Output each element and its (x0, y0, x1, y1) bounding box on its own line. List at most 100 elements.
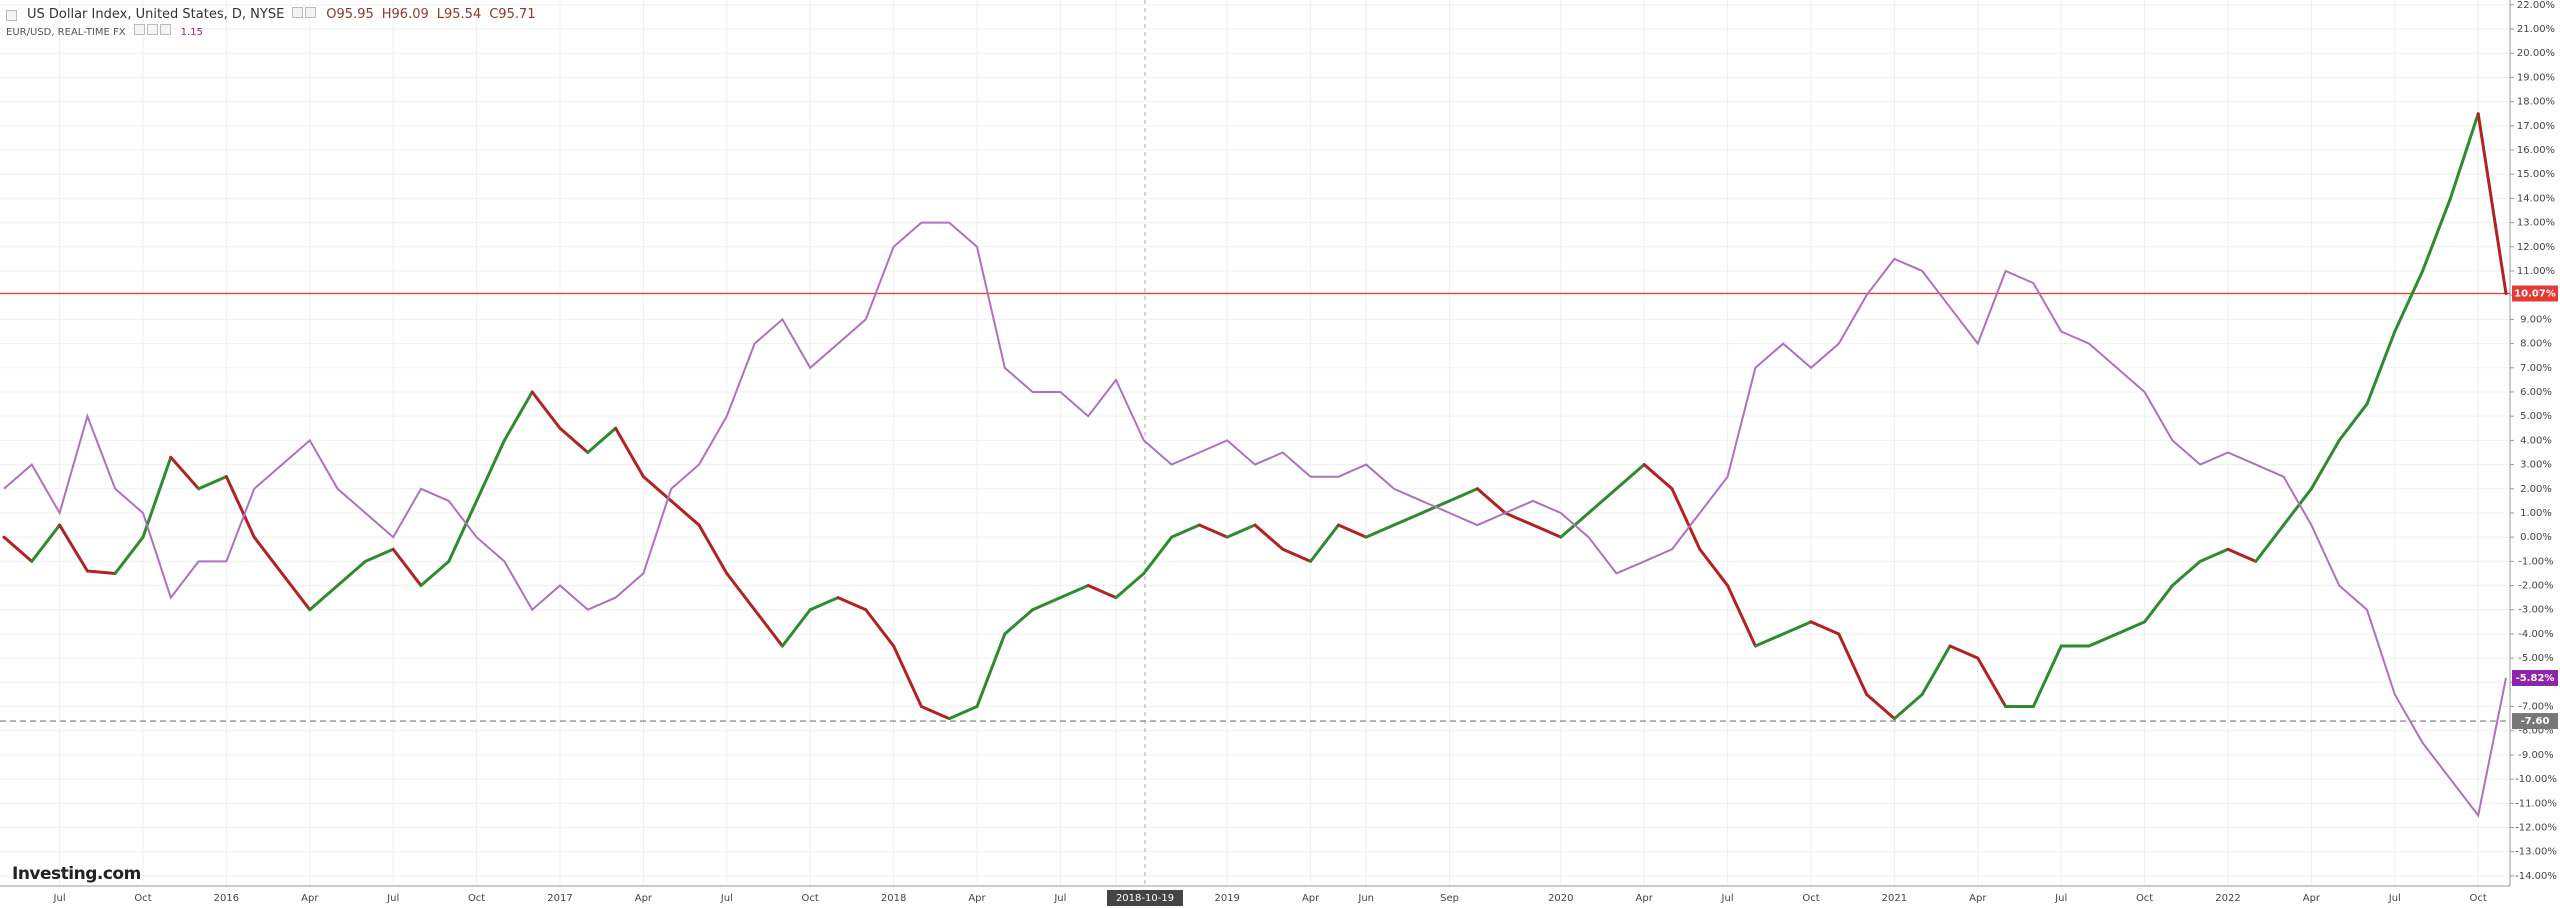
x-tick-label: Jul (2054, 893, 2067, 904)
candle-segment (1392, 511, 1424, 527)
candle-segment (30, 523, 62, 563)
x-tick-label: Apr (968, 893, 986, 904)
y-tick-label: -12.00% (2515, 823, 2557, 834)
x-tick-label: Apr (635, 893, 653, 904)
y-tick-label: 20.00% (2517, 48, 2555, 59)
y-tick-label: 15.00% (2517, 169, 2555, 180)
y-tick-label: 17.00% (2517, 121, 2555, 132)
candle-segment (1336, 523, 1368, 539)
x-tick-label: 2022 (2215, 893, 2240, 904)
x-tick-label: Oct (2470, 893, 2487, 904)
candle-segment (530, 390, 562, 430)
candle-segment (1698, 547, 1730, 588)
candle-segment (975, 632, 1007, 709)
candle-segment (2282, 487, 2313, 527)
candle-segment (1753, 632, 1785, 648)
ohlc-close: C95.71 (489, 7, 536, 22)
series-line (3, 221, 2507, 818)
y-tick-label: 11.00% (2517, 266, 2555, 277)
candle-segment (141, 455, 173, 539)
y-tick-label: 22.00% (2517, 0, 2555, 11)
candle-segment (113, 535, 145, 575)
x-tick-label: Jul (1053, 893, 1066, 904)
candle-segment (2226, 547, 2258, 563)
y-tick-label: -8.00% (2518, 726, 2553, 737)
candle-segment (252, 535, 284, 575)
candle-segment (864, 608, 896, 648)
price-tag-bg (2512, 285, 2558, 302)
candle-segment (475, 438, 506, 503)
price-tag-bg (2512, 669, 2558, 686)
x-tick-label: 2016 (214, 893, 239, 904)
x-tick-label: 2019 (1214, 893, 1239, 904)
x-tick-label: Jul (53, 893, 66, 904)
x-tick-label: Oct (802, 893, 819, 904)
candle-segment (697, 523, 729, 575)
ohlc-high: H96.09 (381, 7, 429, 22)
y-tick-label: -13.00% (2515, 847, 2557, 858)
y-tick-label: 14.00% (2517, 193, 2555, 204)
y-tick-label: 0.00% (2520, 532, 2552, 543)
candle-segment (2, 535, 34, 563)
x-tick-label: 2018 (881, 893, 906, 904)
legend-icons[interactable] (133, 24, 173, 42)
x-tick-label: Jul (1721, 893, 1734, 904)
candle-segment (1892, 692, 1924, 721)
ohlc-open: O95.95 (326, 7, 374, 22)
candle-segment (2087, 632, 2119, 648)
candle-segment (1642, 463, 1674, 491)
candle-segment (1726, 584, 1757, 648)
x-tick-label: Oct (1802, 893, 1819, 904)
candle-segment (58, 523, 89, 573)
y-tick-label: 13.00% (2517, 218, 2555, 229)
y-tick-label: 16.00% (2517, 145, 2555, 156)
x-tick-label: Oct (134, 893, 151, 904)
ohlc-low: L95.54 (436, 7, 482, 22)
candle-segment (502, 390, 534, 442)
x-tick-label: Jul (386, 893, 399, 904)
x-tick-label: Apr (2303, 893, 2321, 904)
y-tick-label: 12.00% (2517, 242, 2555, 253)
candle-segment (2365, 329, 2397, 406)
candle-segment (1003, 608, 1035, 636)
y-tick-label: -11.00% (2515, 798, 2557, 809)
candle-segment (919, 705, 951, 721)
candle-segment (1976, 656, 2008, 709)
candle-segment (336, 559, 367, 588)
y-tick-label: -5.00% (2518, 653, 2553, 664)
x-tick-label: Oct (468, 893, 485, 904)
candle-segment (2198, 547, 2230, 563)
legend-entry: US Dollar Index, United States, D, NYSE (27, 7, 285, 22)
candle-segment (753, 608, 784, 648)
y-tick-label: 4.00% (2520, 435, 2552, 446)
candle-segment (614, 426, 645, 479)
candle-segment (586, 426, 618, 454)
y-tick-label: 21.00% (2517, 24, 2555, 35)
price-tag-bg (2512, 713, 2558, 730)
candle-segment (391, 547, 423, 588)
x-tick-label: Oct (2136, 893, 2153, 904)
x-tick-label: Jul (2388, 893, 2401, 904)
candle-segment (558, 426, 590, 454)
legend-icons[interactable] (292, 6, 318, 24)
candle-segment (1364, 523, 1396, 539)
price-tag: 10.07% (2514, 288, 2556, 299)
candle-segment (85, 569, 117, 575)
compare-price: 1.15 (180, 27, 203, 38)
candle-segment (2337, 402, 2369, 442)
icon (6, 9, 17, 21)
candle-segment (2448, 112, 2480, 200)
candle-segment (780, 608, 812, 648)
y-tick-label: -4.00% (2518, 629, 2553, 640)
y-tick-label: 3.00% (2520, 460, 2552, 471)
y-tick-label: 9.00% (2520, 314, 2552, 325)
legend: US Dollar Index, United States, D, NYSE … (6, 6, 536, 42)
x-tick-label: 2020 (1548, 893, 1573, 904)
y-tick-label: -10.00% (2515, 774, 2557, 785)
legend-main: US Dollar Index, United States, D, NYSE … (6, 6, 536, 24)
y-tick-label: 19.00% (2517, 72, 2555, 83)
y-tick-label: 1.00% (2520, 508, 2552, 519)
price-tag: -7.60 (2521, 716, 2550, 727)
candle-segment (669, 499, 701, 527)
